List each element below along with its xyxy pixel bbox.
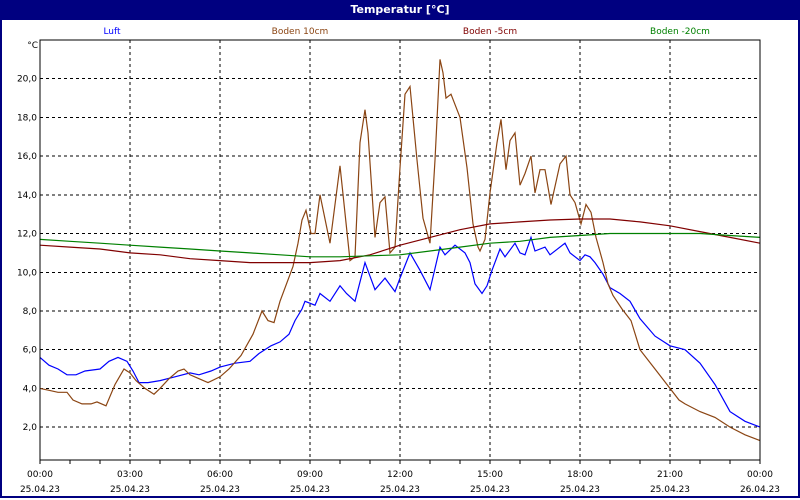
x-tick-date: 25.04.23: [470, 485, 510, 495]
x-tick-date: 25.04.23: [110, 485, 150, 495]
legend-entry: Boden -5cm: [463, 27, 517, 37]
series-line-boden-10cm: [39, 59, 761, 442]
y-tick-label: 2,0: [23, 423, 38, 433]
x-tick-date: 25.04.23: [290, 485, 330, 495]
y-tick-label: 12,0: [17, 230, 37, 240]
x-tick-time: 21:00: [657, 470, 683, 480]
legend-entry: Boden -20cm: [650, 27, 710, 37]
x-tick-date: 26.04.23: [740, 485, 780, 495]
x-tick-time: 09:00: [297, 470, 323, 480]
y-tick-label: 4,0: [23, 384, 38, 394]
x-tick-time: 03:00: [117, 470, 143, 480]
series-line-luft: [39, 235, 761, 428]
window-title: Temperatur [°C]: [0, 0, 800, 20]
y-axis-unit: °C: [27, 41, 38, 51]
x-tick-date: 25.04.23: [20, 485, 60, 495]
y-tick-label: 16,0: [17, 152, 37, 162]
series-line-boden-5cm: [39, 218, 761, 264]
legend-entry: Boden 10cm: [272, 27, 329, 37]
y-tick-label: 6,0: [23, 346, 38, 356]
x-tick-time: 15:00: [477, 470, 503, 480]
series-line-boden-20cm: [39, 232, 761, 258]
x-tick-time: 06:00: [207, 470, 233, 480]
plot-frame: [39, 39, 761, 461]
y-tick-label: 8,0: [23, 307, 38, 317]
x-tick-time: 00:00: [747, 470, 773, 480]
legend-entry: Luft: [103, 27, 121, 37]
x-tick-date: 25.04.23: [380, 485, 420, 495]
x-tick-time: 12:00: [387, 470, 413, 480]
y-tick-label: 20,0: [17, 75, 37, 85]
x-tick-date: 25.04.23: [560, 485, 600, 495]
x-tick-date: 25.04.23: [200, 485, 240, 495]
x-tick-time: 00:00: [27, 470, 53, 480]
y-tick-label: 10,0: [17, 268, 37, 278]
y-tick-label: 18,0: [17, 113, 37, 123]
x-tick-date: 25.04.23: [650, 485, 690, 495]
x-tick-time: 18:00: [567, 470, 593, 480]
y-tick-label: 14,0: [17, 191, 37, 201]
